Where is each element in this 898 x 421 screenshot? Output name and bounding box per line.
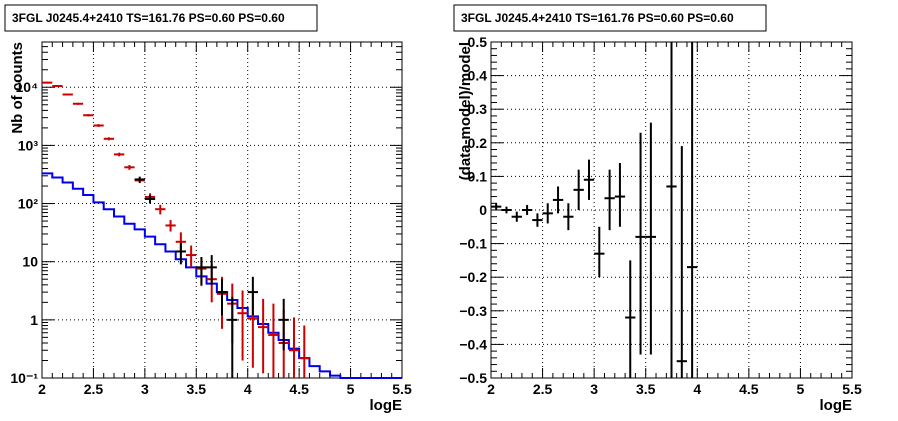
data-point [258, 298, 269, 374]
x-tick-label: 3 [141, 381, 149, 397]
left-title: 3FGL J0245.4+2410 TS=161.76 PS=0.60 PS=0… [12, 11, 285, 25]
data-point [278, 298, 289, 351]
x-tick-label: 4 [244, 381, 252, 397]
x-tick-label: 5 [797, 381, 805, 397]
data-point [72, 102, 84, 105]
data-point [501, 206, 512, 214]
data-point [573, 169, 584, 210]
data-point [268, 303, 279, 378]
data-point [42, 81, 53, 84]
right-title: 3FGL J0245.4+2410 TS=161.76 PS=0.60 PS=0… [461, 11, 734, 25]
x-tick-label: 3 [590, 381, 598, 397]
data-point [216, 279, 228, 316]
y-tick-label: 10⁻¹ [10, 370, 38, 386]
data-point [614, 162, 626, 227]
right-x-axis-label: logE [820, 397, 853, 414]
x-tick-label: 2 [38, 381, 46, 397]
data-point [134, 176, 145, 183]
data-point [645, 122, 657, 355]
data-point [227, 296, 238, 378]
left-plot-frame [41, 41, 403, 379]
x-tick-label: 3.5 [636, 381, 656, 397]
data-point [604, 169, 615, 231]
y-tick-label: 10 [22, 254, 38, 270]
y-tick-label: −0.2 [459, 269, 487, 285]
data-point [155, 204, 166, 215]
y-tick-label: 10³ [18, 137, 39, 153]
data-point [625, 260, 636, 378]
data-point [299, 325, 310, 378]
x-tick-label: 2.5 [533, 381, 553, 397]
right-series [491, 42, 698, 378]
data-point [542, 203, 553, 224]
data-point [288, 317, 300, 378]
data-point [676, 146, 687, 378]
x-tick-label: 3.5 [187, 381, 207, 397]
left-grid [42, 42, 402, 378]
data-point [124, 165, 135, 170]
left-y-axis-label: Nb of counts [9, 42, 26, 134]
data-point [563, 203, 574, 231]
data-point [532, 213, 543, 227]
y-tick-label: 0.3 [468, 101, 488, 117]
data-point [635, 132, 646, 355]
left-panel: 2 2.5 3 3.5 4 4.5 5 5.5 10⁻¹ 1 10 10² 10³ 10⁴ 3FGL J0… [4, 4, 412, 414]
y-tick-label: 10⁴ [16, 79, 39, 95]
y-tick-label: 0.4 [468, 68, 488, 84]
data-point [583, 159, 595, 200]
data-point [237, 290, 248, 361]
data-point [93, 124, 104, 127]
x-tick-label: 4.5 [289, 381, 309, 397]
x-tick-label: 5.5 [842, 381, 862, 397]
data-point [196, 257, 207, 285]
left-x-axis-label: logE [370, 397, 403, 414]
right-ticks: 2 2.5 3 3.5 4 4.5 5 5.5 −0.5 −0.4 −0.3 −0.2 −0.1 0 0.1… [459, 34, 862, 397]
y-tick-label: 0.5 [468, 34, 488, 50]
x-tick-label: 5 [347, 381, 355, 397]
data-point [247, 276, 258, 316]
right-y-axis-label: (data-model)/model [457, 42, 474, 180]
data-point [521, 204, 533, 216]
right-title-box: 3FGL J0245.4+2410 TS=161.76 PS=0.60 PS=0… [453, 4, 767, 32]
data-point [186, 245, 197, 268]
y-tick-label: 1 [30, 312, 38, 328]
left-title-box: 3FGL J0245.4+2410 TS=161.76 PS=0.60 PS=0… [4, 4, 318, 32]
data-point [666, 42, 677, 378]
y-tick-label: 0.2 [468, 135, 488, 151]
y-tick-label: 10² [18, 196, 39, 212]
model-step-line [42, 172, 402, 379]
data-point [206, 255, 217, 285]
data-point [491, 203, 502, 210]
x-tick-label: 2 [487, 381, 495, 397]
data-point [165, 220, 176, 232]
y-tick-label: −0.1 [459, 236, 487, 252]
y-tick-label: −0.5 [459, 370, 487, 386]
data-point [62, 93, 73, 96]
y-tick-label: −0.4 [459, 336, 487, 352]
data-point [511, 211, 522, 222]
x-tick-label: 5.5 [392, 381, 412, 397]
data-point [83, 114, 94, 117]
x-tick-label: 4 [693, 381, 701, 397]
right-panel: 2 2.5 3 3.5 4 4.5 5 5.5 −0.5 −0.4 −0.3 −0.2 −0.1 0 0.1… [453, 4, 862, 414]
data-point [114, 152, 125, 157]
x-tick-label: 4.5 [739, 381, 759, 397]
data-point [594, 226, 605, 278]
y-tick-label: −0.3 [459, 303, 487, 319]
data-point [52, 85, 63, 88]
data-point [686, 42, 698, 378]
y-tick-label: 0.1 [468, 168, 488, 184]
data-point [552, 186, 564, 214]
left-series [42, 81, 402, 379]
y-tick-label: 0 [479, 202, 487, 218]
data-point [144, 195, 156, 204]
data-point [175, 242, 186, 265]
x-tick-label: 2.5 [84, 381, 104, 397]
data-point [103, 137, 114, 141]
left-ticks: 2 2.5 3 3.5 4 4.5 5 5.5 10⁻¹ 1 10 10² 10³ 10⁴ [10, 41, 412, 397]
